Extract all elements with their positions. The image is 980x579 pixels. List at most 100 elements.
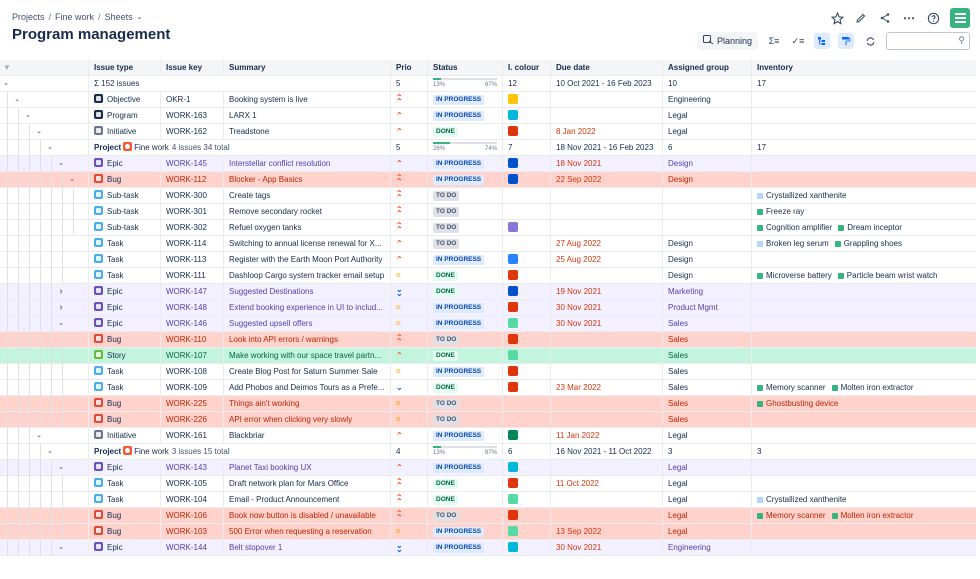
column-header-prio[interactable]: Prio xyxy=(390,60,427,76)
issue-key[interactable]: WORK-147 xyxy=(160,284,223,300)
issue-summary[interactable]: Add Phobos and Deimos Tours as a Prefe..… xyxy=(223,380,390,396)
table-row[interactable]: Bug WORK-103 500 Error when requesting a r… xyxy=(0,524,976,540)
status-badge[interactable]: DONE xyxy=(433,383,458,393)
inventory-tag[interactable]: Molten iron extractor xyxy=(831,380,914,396)
table-row[interactable]: ⌄ Initiative WORK-161 Blackbriar ⌃ IN PROGRES… xyxy=(0,428,976,444)
issue-summary[interactable]: Blackbriar xyxy=(223,428,390,444)
chevron-down-icon[interactable]: ⌄ xyxy=(47,448,53,455)
table-row[interactable]: Bug WORK-225 Things ain't working = TO DO Sal… xyxy=(0,396,976,412)
issue-key[interactable]: WORK-103 xyxy=(160,524,223,540)
column-header-status[interactable]: Status xyxy=(427,60,502,76)
issue-key[interactable]: WORK-161 xyxy=(160,428,223,444)
issue-summary[interactable]: Interstellar conflict resolution xyxy=(223,156,390,172)
table-row[interactable]: Task WORK-108 Create Blog Post for Saturn … xyxy=(0,364,976,380)
issue-key[interactable]: WORK-113 xyxy=(160,252,223,268)
status-badge[interactable]: DONE xyxy=(433,271,458,281)
pencil-icon[interactable] xyxy=(854,11,868,25)
inventory-tag[interactable]: Cognition amplifier xyxy=(757,220,832,236)
issue-key[interactable]: WORK-145 xyxy=(160,156,223,172)
column-header-issue-key[interactable]: Issue key xyxy=(160,60,223,76)
table-row[interactable]: ⌄ Epic WORK-145 Interstellar conflict resol… xyxy=(0,156,976,172)
issue-key[interactable]: WORK-112 xyxy=(160,172,223,188)
issue-key[interactable]: WORK-107 xyxy=(160,348,223,364)
column-header-summary[interactable]: Summary xyxy=(223,60,390,76)
breadcrumb-fine-work[interactable]: Fine work xyxy=(55,12,95,22)
status-badge[interactable]: DONE xyxy=(433,351,458,361)
issue-key[interactable]: WORK-144 xyxy=(160,540,223,556)
table-row[interactable]: ⌄ Epic WORK-143 Planet Taxi booking UX ⌃ IN P… xyxy=(0,460,976,476)
issue-summary[interactable]: Book now button is disabled / unavailabl… xyxy=(223,508,390,524)
issue-summary[interactable]: Booking system is live xyxy=(223,92,390,108)
table-row[interactable]: Task WORK-113 Register with the Earth Moon… xyxy=(0,252,976,268)
status-badge[interactable]: DONE xyxy=(433,479,458,489)
inventory-tag[interactable]: Memory scanner xyxy=(757,380,826,396)
status-badge[interactable]: IN PROGRESS xyxy=(433,175,485,185)
search-icon[interactable]: ⚲ xyxy=(958,35,965,45)
checklist-icon[interactable]: ✓≡ xyxy=(791,35,805,46)
chevron-down-icon[interactable]: ⌄ xyxy=(58,544,64,551)
chevron-down-icon[interactable]: ⌄ xyxy=(58,160,64,167)
status-badge[interactable]: IN PROGRESS xyxy=(433,303,485,313)
issue-key[interactable]: WORK-105 xyxy=(160,476,223,492)
issue-summary[interactable]: Extend booking experience in UI to inclu… xyxy=(223,300,390,316)
issue-summary[interactable]: Suggested upsell offers xyxy=(223,316,390,332)
table-row[interactable]: ⌄ Program WORK-163 LARX 1 ⌃ IN PROGRESS Legal xyxy=(0,108,976,124)
issue-key[interactable]: WORK-106 xyxy=(160,508,223,524)
help-icon[interactable] xyxy=(926,11,940,25)
paint-roller-icon[interactable] xyxy=(838,33,854,49)
issue-summary[interactable]: Blocker - App Basics xyxy=(223,172,390,188)
chevron-right-icon[interactable]: › xyxy=(59,302,63,313)
inventory-tag[interactable]: Crystallized xanthenite xyxy=(757,492,846,508)
table-row[interactable]: Task WORK-109 Add Phobos and Deimos Tours … xyxy=(0,380,976,396)
issue-summary[interactable]: Suggested Destinations xyxy=(223,284,390,300)
inventory-tag[interactable]: Broken leg serum xyxy=(757,236,829,252)
status-badge[interactable]: DONE xyxy=(433,287,458,297)
issue-summary[interactable]: Planet Taxi booking UX xyxy=(223,460,390,476)
project-name[interactable]: Fine work xyxy=(134,143,169,152)
star-icon[interactable] xyxy=(830,11,844,25)
chevron-down-icon[interactable]: ⌄ xyxy=(69,176,75,183)
inventory-tag[interactable]: Freeze ray xyxy=(757,204,804,220)
chevron-down-icon[interactable]: ⌄ xyxy=(136,14,143,21)
issue-summary[interactable]: Remove secondary rocket xyxy=(223,204,390,220)
issue-key[interactable]: OKR-1 xyxy=(160,92,223,108)
status-badge[interactable]: IN PROGRESS xyxy=(433,95,485,105)
table-row[interactable]: Task WORK-111 Dashloop Cargo system tracke… xyxy=(0,268,976,284)
column-header-issue-type[interactable]: Issue type xyxy=(88,60,160,76)
table-row[interactable]: Sub-task WORK-302 Refuel oxygen tanks ⌃ ⌃ TO … xyxy=(0,220,976,236)
column-header-due-date[interactable]: Due date xyxy=(550,60,662,76)
status-badge[interactable]: IN PROGRESS xyxy=(433,463,485,473)
inventory-tag[interactable]: Molten iron extractor xyxy=(831,508,914,524)
table-row[interactable]: › Epic WORK-147 Suggested Destinations ⌄ ⌄ DON… xyxy=(0,284,976,300)
more-icon[interactable]: ⋯ xyxy=(903,11,915,25)
table-row[interactable]: Sub-task WORK-301 Remove secondary rocket ⌃… xyxy=(0,204,976,220)
inventory-tag[interactable]: Particle beam wrist watch xyxy=(837,268,938,284)
breadcrumb-projects[interactable]: Projects xyxy=(12,12,45,22)
issue-key[interactable]: WORK-162 xyxy=(160,124,223,140)
sum-icon[interactable]: Σ≡ xyxy=(768,36,780,46)
issue-key[interactable]: WORK-163 xyxy=(160,108,223,124)
chevron-down-icon[interactable]: ⌄ xyxy=(14,96,20,103)
project-name[interactable]: Fine work xyxy=(134,447,169,456)
issue-summary[interactable]: Treadstone xyxy=(223,124,390,140)
search-input[interactable] xyxy=(887,33,957,49)
status-badge[interactable]: TO DO xyxy=(433,399,460,409)
issue-key[interactable]: WORK-301 xyxy=(160,204,223,220)
table-row[interactable]: Task WORK-114 Switching to annual license … xyxy=(0,236,976,252)
inventory-tag[interactable]: Microverse battery xyxy=(757,268,832,284)
issue-summary[interactable]: 500 Error when requesting a reservation xyxy=(223,524,390,540)
table-row[interactable]: ⌄ Epic WORK-146 Suggested upsell offers = IN … xyxy=(0,316,976,332)
filter-icon[interactable]: ▼ xyxy=(3,63,11,72)
chevron-down-icon[interactable]: ⌄ xyxy=(58,464,64,471)
column-header-colour[interactable]: I. colour xyxy=(502,60,550,76)
chevron-down-icon[interactable]: ⌄ xyxy=(3,80,9,87)
issue-key[interactable]: WORK-302 xyxy=(160,220,223,236)
chevron-right-icon[interactable]: › xyxy=(59,286,63,297)
status-badge[interactable]: TO DO xyxy=(433,415,460,425)
status-badge[interactable]: IN PROGRESS xyxy=(433,111,485,121)
status-badge[interactable]: TO DO xyxy=(433,223,460,233)
status-badge[interactable]: IN PROGRESS xyxy=(433,543,485,553)
issue-summary[interactable]: Belt stopover 1 xyxy=(223,540,390,556)
issue-summary[interactable]: Dashloop Cargo system tracker email setu… xyxy=(223,268,390,284)
inventory-tag[interactable]: Ghostbusting device xyxy=(757,396,839,412)
